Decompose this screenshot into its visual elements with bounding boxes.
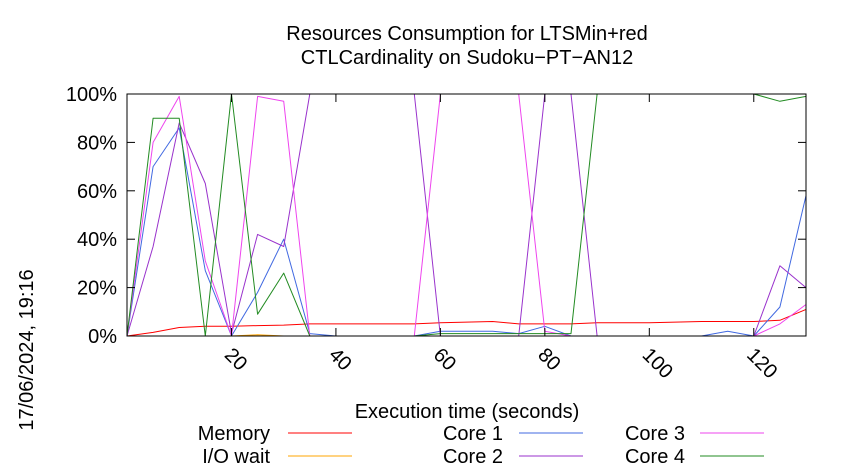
y-tick-label: 40%: [77, 229, 117, 251]
x-axis-label: Execution time (seconds): [355, 401, 580, 423]
y-tick-label: 80%: [77, 132, 117, 154]
legend-label: Core 2: [443, 446, 503, 468]
series-line-core-4: [126, 93, 807, 337]
series-line-core-3: [126, 93, 807, 337]
plot-lines: [126, 93, 807, 337]
chart-title-line-2: CTLCardinality on Sudoku−PT−AN12: [301, 47, 633, 69]
timestamp-label: 17/06/2024, 19:16: [16, 269, 38, 430]
x-tick-label: 120: [742, 344, 781, 383]
legend-label: Core 1: [443, 423, 503, 445]
legend-label: Core 3: [625, 423, 685, 445]
y-tick-label: 0%: [88, 326, 117, 348]
x-tick-label: 100: [638, 344, 677, 383]
plot-frame: [126, 93, 807, 337]
y-axis: 0% 20% 40% 60% 80% 100%: [66, 84, 806, 348]
series-line-core-1: [126, 127, 807, 337]
legend-label: I/O wait: [202, 446, 270, 468]
x-axis: 20 40 60 80 100 120: [220, 94, 781, 383]
legend-label: Core 4: [625, 446, 685, 468]
y-tick-label: 60%: [77, 181, 117, 203]
x-tick-label: 60: [429, 344, 460, 375]
x-tick-label: 20: [220, 344, 251, 375]
y-tick-label: 100%: [66, 84, 117, 106]
chart-title-line-1: Resources Consumption for LTSMin+red: [286, 23, 647, 45]
series-line-core-2: [126, 93, 807, 337]
x-tick-label: 80: [533, 344, 564, 375]
series-line-memory: [126, 308, 807, 337]
y-tick-label: 20%: [77, 278, 117, 300]
x-tick-label: 40: [324, 344, 355, 375]
legend-label: Memory: [198, 423, 270, 445]
